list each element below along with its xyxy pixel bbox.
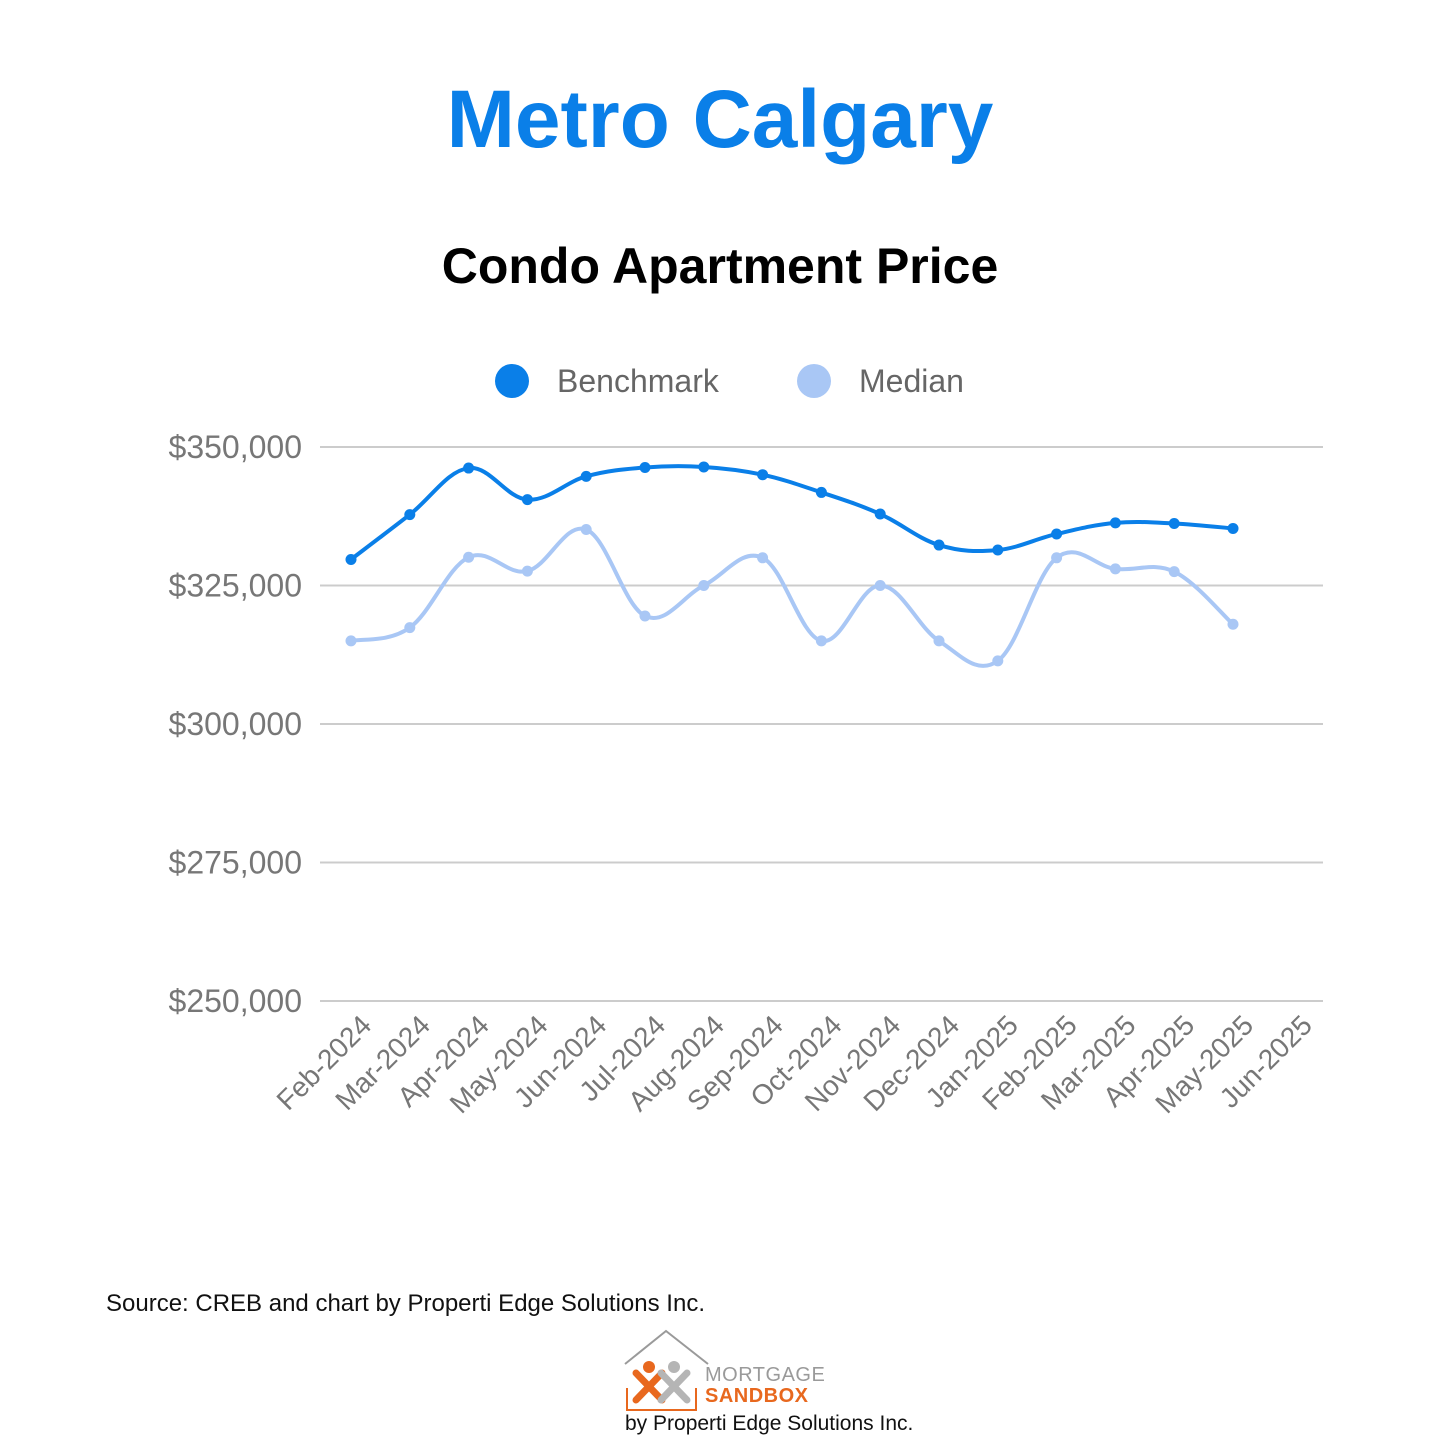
data-point-benchmark bbox=[815, 486, 827, 498]
mortgage-sandbox-logo: MORTGAGE SANDBOX by Properti Edge Soluti… bbox=[622, 1328, 913, 1438]
series-median bbox=[345, 524, 1239, 668]
chart-series bbox=[345, 461, 1239, 668]
data-point-benchmark bbox=[874, 508, 886, 520]
y-tick-label: $275,000 bbox=[169, 845, 302, 881]
y-axis: $350,000 $325,000 $300,000 $275,000 $250,000 bbox=[169, 429, 302, 1019]
y-tick-label: $350,000 bbox=[169, 429, 302, 465]
data-point-benchmark bbox=[933, 539, 945, 551]
data-point-median bbox=[757, 552, 769, 564]
x-axis: Feb-2024Mar-2024Apr-2024May-2024Jun-2024… bbox=[271, 1009, 1318, 1119]
data-point-benchmark bbox=[1227, 522, 1239, 534]
data-point-median bbox=[933, 635, 945, 647]
house-logo-icon bbox=[624, 1329, 709, 1411]
chart-legend: Benchmark Median bbox=[495, 363, 964, 399]
data-point-benchmark bbox=[1168, 517, 1180, 529]
data-point-median bbox=[1051, 552, 1063, 564]
data-point-benchmark bbox=[580, 470, 592, 482]
legend-label-benchmark: Benchmark bbox=[557, 363, 720, 399]
logo-wordmark-mortgage: MORTGAGE bbox=[705, 1364, 826, 1386]
data-point-median bbox=[463, 551, 475, 563]
legend-marker-median-icon bbox=[797, 364, 831, 398]
series-line-benchmark bbox=[349, 464, 1235, 562]
data-point-benchmark bbox=[345, 553, 357, 565]
legend-marker-benchmark-icon bbox=[495, 364, 529, 398]
data-point-median bbox=[404, 622, 416, 634]
data-point-median bbox=[698, 580, 710, 591]
chart-grid bbox=[320, 446, 1323, 1002]
series-line-median bbox=[349, 526, 1235, 668]
data-point-median bbox=[992, 655, 1004, 667]
data-point-benchmark bbox=[1109, 517, 1121, 529]
data-point-median bbox=[580, 524, 592, 536]
page-title: Metro Calgary bbox=[446, 74, 994, 165]
data-point-benchmark bbox=[698, 461, 710, 473]
data-point-median bbox=[1168, 566, 1180, 578]
y-tick-label: $300,000 bbox=[169, 706, 302, 742]
data-point-median bbox=[815, 635, 827, 647]
y-tick-label: $325,000 bbox=[169, 568, 302, 604]
data-point-benchmark bbox=[639, 461, 651, 473]
series-benchmark bbox=[345, 461, 1239, 565]
data-point-benchmark bbox=[521, 494, 533, 506]
data-point-median bbox=[521, 565, 533, 577]
data-point-median bbox=[1227, 618, 1239, 630]
line-chart: Benchmark Median $350,000 $325,000 $300,000… bbox=[169, 363, 1323, 1119]
data-point-median bbox=[874, 580, 886, 591]
source-note: Source: CREB and chart by Properti Edge … bbox=[106, 1290, 705, 1317]
y-tick-label: $250,000 bbox=[169, 983, 302, 1019]
data-point-benchmark bbox=[463, 462, 475, 474]
logo-wordmark-sandbox: SANDBOX bbox=[705, 1385, 809, 1407]
data-point-benchmark bbox=[992, 544, 1004, 556]
logo-tagline: by Properti Edge Solutions Inc. bbox=[625, 1412, 914, 1435]
data-point-median bbox=[639, 610, 651, 622]
chart-title: Condo Apartment Price bbox=[441, 238, 999, 294]
data-point-benchmark bbox=[1051, 528, 1063, 540]
data-point-benchmark bbox=[404, 509, 416, 521]
data-point-median bbox=[1109, 563, 1121, 575]
data-point-median bbox=[345, 635, 357, 647]
legend-label-median: Median bbox=[859, 363, 964, 399]
data-point-benchmark bbox=[757, 469, 769, 481]
